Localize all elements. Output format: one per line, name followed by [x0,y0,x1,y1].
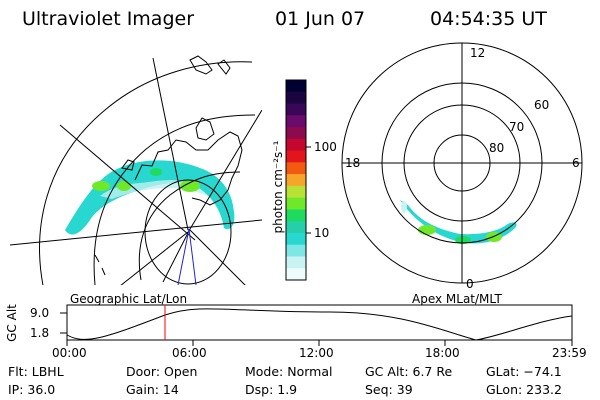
mlt-label-12: 12 [470,46,486,60]
altitude-xtick-1200: 12:00 [299,346,334,360]
geographic-map-panel [9,55,262,285]
apex-panel-label: Apex MLat/MLT [412,292,502,306]
color-bar-band [286,91,306,105]
mode-readout: Mode: Normal [245,364,333,379]
glat-readout: GLat: −74.1 [486,364,562,379]
lat-label-80: 80 [489,141,505,155]
colorbar-tick-10: 10 [314,226,330,240]
gain-readout: Gain: 14 [126,382,179,397]
flight-filter-readout: Flt: LBHL [8,364,64,379]
mlt-label-18: 18 [345,156,361,170]
time-label: 04:54:35 UT [430,8,547,30]
color-bar-band [286,209,306,222]
altitude-ylabel: GC Alt [5,304,19,342]
color-bar-band [286,80,306,93]
altitude-plot [60,304,573,346]
color-bar-frame [285,79,307,281]
color-bar-band [286,268,306,281]
glon-readout: GLon: 233.2 [486,382,562,397]
color-bar-band [286,103,306,116]
date-label: 01 Jun 07 [275,8,366,30]
altitude-ytick-1-8: 1.8 [30,326,50,340]
polar-mlt-dial [341,42,583,284]
color-bar-band [286,221,306,234]
altitude-ytick-9: 9.0 [30,306,50,320]
instrument-title: Ultraviolet Imager [22,8,195,30]
gc-alt-readout: GC Alt: 6.7 Re [365,364,453,379]
color-bar-band [286,256,306,269]
seq-readout: Seq: 39 [365,382,413,397]
altitude-xtick-0000: 00:00 [52,346,87,360]
lat-label-60: 60 [534,98,550,112]
color-bar-band [286,115,306,128]
color-bar-band [286,232,306,246]
color-bar-band [286,174,306,187]
color-bar-band [286,127,306,140]
color-bar-band [286,185,306,199]
lat-label-70: 70 [509,120,525,134]
dsp-readout: Dsp: 1.9 [245,382,298,397]
color-bar [285,79,311,281]
color-bar-band [286,150,306,163]
ip-readout: IP: 36.0 [8,382,56,397]
door-readout: Door: Open [126,364,198,379]
colorbar-unit-label: photon cm⁻²s⁻¹ [271,140,285,234]
mlt-label-6: 6 [572,156,580,170]
altitude-xtick-2359: 23:59 [552,346,587,360]
colorbar-tick-100: 100 [314,140,337,154]
color-bar-band [286,138,306,152]
color-bar-band [286,197,306,211]
geographic-panel-label: Geographic Lat/Lon [70,292,188,306]
aurora-emission-polar [400,200,517,244]
mlt-label-0: 0 [466,277,474,291]
altitude-xtick-0600: 06:00 [172,346,207,360]
altitude-xtick-1800: 18:00 [425,346,460,360]
altitude-curve [66,308,573,341]
color-bar-band [286,162,306,175]
aurora-emission-geographic [65,160,235,235]
color-bar-band [286,244,306,258]
